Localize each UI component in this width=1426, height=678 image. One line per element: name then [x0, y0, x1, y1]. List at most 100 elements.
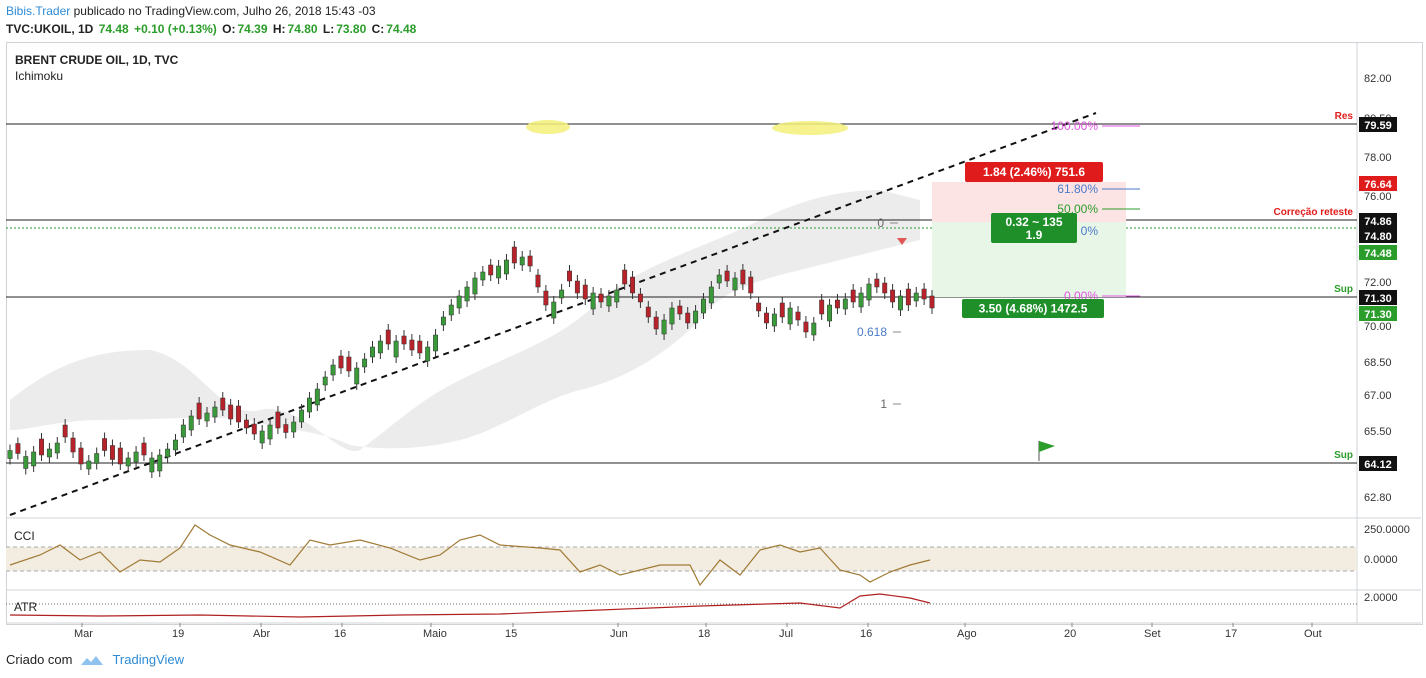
candle-body [582, 284, 588, 300]
price-axis-tick: 65.50 [1364, 426, 1392, 438]
price-axis-tick: 67.00 [1364, 390, 1392, 402]
price-tag: 71.30 [1364, 293, 1392, 305]
candle-body [54, 442, 60, 454]
candle-body [409, 339, 415, 351]
fib-label: 100.00% [1051, 119, 1099, 133]
time-axis-tick: Jun [610, 628, 628, 640]
symbol-label[interactable]: TVC:UKOIL, 1D [6, 22, 94, 36]
candle-body [716, 274, 722, 284]
candle-body [39, 438, 44, 456]
created-with-text: Criado com [6, 652, 73, 667]
sell-arrow-icon [897, 238, 907, 245]
candle-body [472, 277, 478, 295]
fib-label: 61.80% [1057, 182, 1098, 196]
candle-body [866, 283, 872, 301]
time-axis-tick: Mar [74, 628, 93, 640]
candle-body [299, 409, 305, 423]
footer: Criado com TradingView [6, 652, 184, 667]
candle-body [204, 412, 210, 422]
time-axis-tick: Maio [423, 628, 447, 640]
candle-body [370, 346, 375, 358]
candle-body [819, 299, 825, 315]
candle-body [157, 454, 163, 472]
last-price: 74.48 [98, 22, 129, 36]
candle-body [251, 423, 257, 435]
candle-body [685, 312, 691, 324]
candle-body [637, 293, 643, 303]
candle-body [771, 313, 777, 327]
candle-body [307, 397, 312, 413]
candle-body [598, 293, 604, 303]
close-label: C: [371, 22, 385, 36]
candle-body [228, 404, 234, 420]
low-label: L: [322, 22, 335, 36]
candle-body [756, 302, 762, 312]
fib-ext-label: 0 [877, 216, 884, 230]
price-tag-bg [1359, 117, 1397, 132]
candle-body [913, 292, 919, 302]
candle-body [133, 451, 139, 463]
time-axis-tick: Jul [779, 628, 793, 640]
candle-body [811, 322, 817, 336]
candle-body [236, 405, 241, 423]
candle-body [94, 453, 100, 464]
chart-frame[interactable] [6, 42, 1423, 625]
candle-body [622, 269, 628, 285]
entry-label: 0.32 ~ 135 [1005, 215, 1062, 229]
candle-body [890, 289, 896, 303]
price-tag: 74.80 [1364, 231, 1392, 243]
price-axis-tick: 78.00 [1364, 152, 1392, 164]
candle-body [165, 448, 171, 458]
price-change: +0.10 (+0.13%) [134, 22, 217, 36]
entry-box-bg [991, 213, 1077, 243]
fib-ext-label: 1 [880, 397, 887, 411]
indicator-label[interactable]: Ichimoku [15, 69, 64, 83]
level-label: Sup [1334, 450, 1353, 461]
candle-body [677, 305, 683, 315]
candle-body [669, 307, 675, 325]
author-link[interactable]: Bibis.Trader [6, 4, 71, 18]
tradingview-brand[interactable]: TradingView [112, 652, 185, 667]
candle-body [362, 358, 368, 368]
candle-body [330, 364, 336, 376]
candle-body [724, 270, 730, 282]
price-tag-bg [1359, 456, 1397, 471]
candle-body [630, 276, 635, 294]
reward-label-bg [962, 299, 1104, 318]
candle-body [322, 376, 328, 386]
candle-body [149, 457, 155, 473]
candle-body [527, 255, 533, 267]
candle-body [653, 316, 659, 330]
candle-body [504, 259, 509, 275]
cci-label[interactable]: CCI [14, 529, 35, 543]
candle-body [448, 304, 454, 316]
candle-body [433, 334, 438, 352]
candle-body [456, 295, 462, 309]
time-axis-tick: 17 [1225, 628, 1237, 640]
low-value: 73.80 [336, 22, 367, 36]
candle-body [803, 321, 809, 333]
candle-body [748, 276, 754, 294]
price-tag-bg [1359, 290, 1397, 305]
candle-body [898, 295, 903, 311]
candle-body [543, 290, 549, 306]
ohlc-bar: TVC:UKOIL, 1D 74.48 +0.10 (+0.13%) O: 74.… [6, 22, 418, 36]
candle-body [243, 419, 249, 429]
candle-body [385, 329, 391, 345]
highlight-marker [526, 120, 570, 134]
candle-body [787, 307, 793, 325]
candle-body [850, 289, 856, 303]
candle-body [882, 282, 888, 294]
price-axis-tick: 82.00 [1364, 73, 1392, 85]
candle-body [7, 450, 13, 459]
candle-body [701, 298, 706, 314]
candle-body [346, 356, 352, 372]
candle-body [488, 264, 494, 276]
fib-label: 50.00% [1057, 202, 1098, 216]
time-axis-tick: Abr [253, 628, 270, 640]
candle-body [283, 424, 289, 433]
candle-body [78, 447, 84, 465]
candle-body [267, 424, 273, 440]
atr-label[interactable]: ATR [14, 600, 38, 614]
